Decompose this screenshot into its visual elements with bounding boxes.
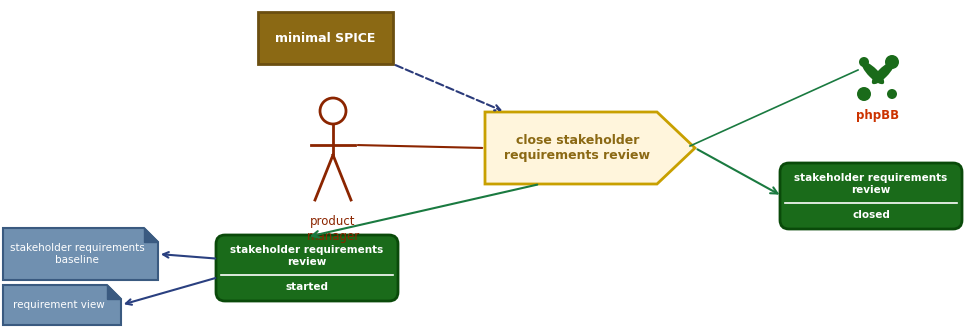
Text: requirement view: requirement view [13, 300, 104, 310]
Text: stakeholder requirements
review: stakeholder requirements review [795, 173, 948, 195]
FancyBboxPatch shape [258, 12, 393, 64]
Circle shape [885, 55, 899, 69]
Circle shape [887, 89, 897, 99]
Text: stakeholder requirements
baseline: stakeholder requirements baseline [10, 243, 144, 265]
Polygon shape [3, 228, 158, 280]
Polygon shape [3, 285, 121, 325]
Text: close stakeholder
requirements review: close stakeholder requirements review [505, 134, 651, 162]
Text: started: started [285, 282, 328, 292]
Ellipse shape [872, 62, 894, 84]
FancyBboxPatch shape [780, 163, 962, 229]
Polygon shape [144, 228, 158, 242]
Text: minimal SPICE: minimal SPICE [276, 32, 376, 44]
Text: closed: closed [852, 210, 890, 220]
Polygon shape [107, 285, 121, 299]
Ellipse shape [862, 62, 884, 84]
Text: product
manager: product manager [307, 215, 359, 243]
Circle shape [859, 57, 869, 67]
Circle shape [857, 87, 871, 101]
FancyBboxPatch shape [216, 235, 398, 301]
Polygon shape [485, 112, 695, 184]
Text: stakeholder requirements
review: stakeholder requirements review [231, 245, 384, 267]
Text: phpBB: phpBB [856, 110, 900, 123]
